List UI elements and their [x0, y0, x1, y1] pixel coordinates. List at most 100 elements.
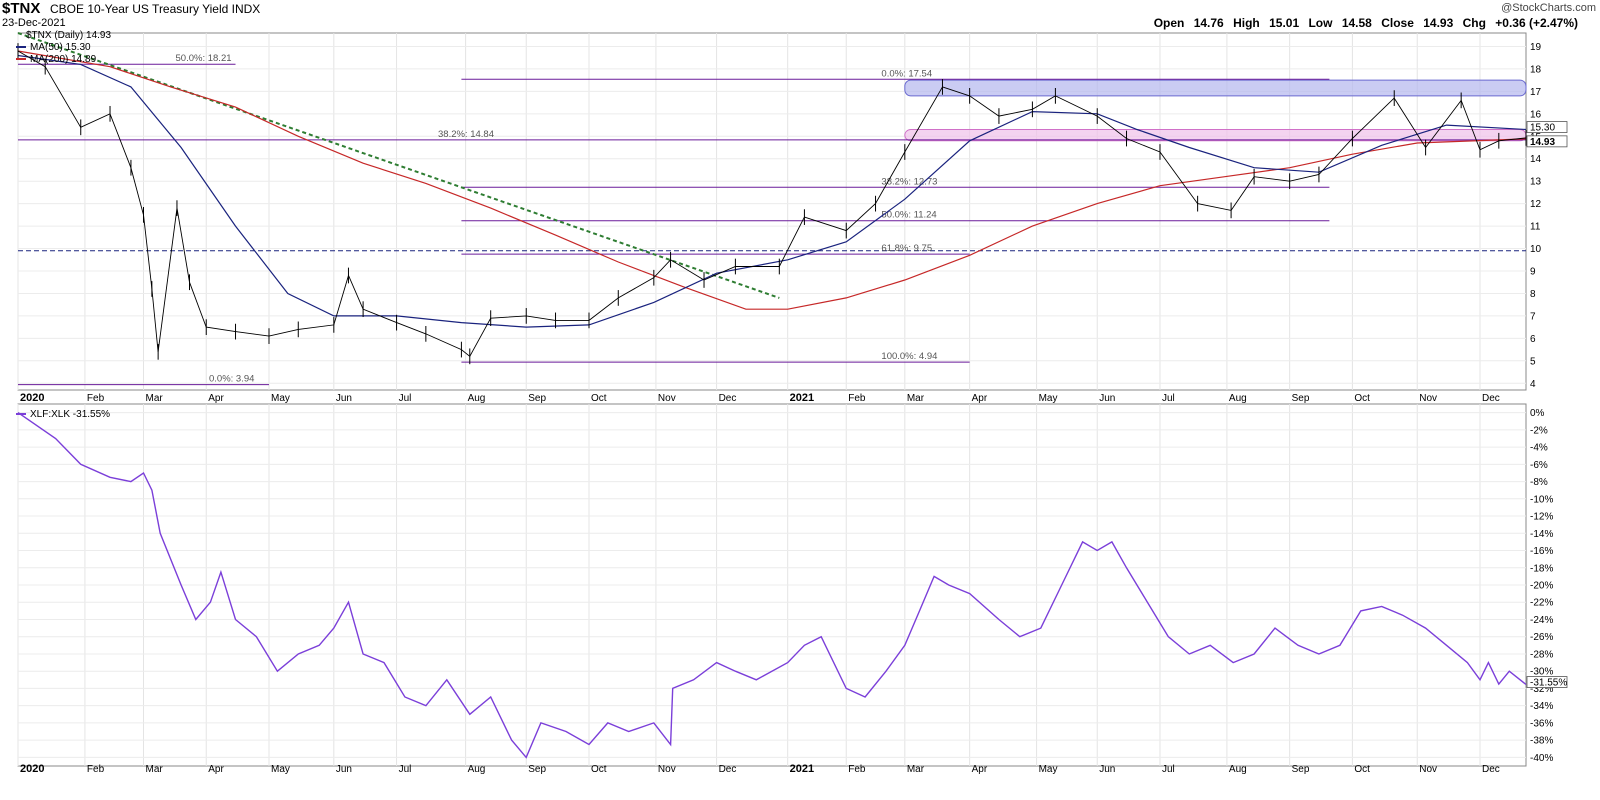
x-tick-label: Nov: [658, 764, 676, 775]
close-label: Close: [1381, 16, 1414, 30]
ma200-line: [17, 50, 1527, 310]
y-tick-label: -8%: [1530, 477, 1548, 488]
resistance-zone-lower: [904, 129, 1527, 142]
security-name: CBOE 10-Year US Treasury Yield INDX: [50, 2, 261, 16]
x-tick-label-top: Mar: [145, 393, 163, 404]
x-tick-label-top: Jul: [1162, 393, 1175, 404]
y-tick-label: 12: [1530, 199, 1542, 210]
x-tick-label: Apr: [972, 764, 988, 775]
x-tick-label: Mar: [907, 764, 925, 775]
legend-ma50: MA(50) 15.30: [30, 42, 91, 53]
fib-level-label: 100.0%: 4.94: [881, 351, 937, 362]
chart-header: $TNX CBOE 10-Year US Treasury Yield INDX…: [0, 0, 1600, 32]
x-tick-label-top: Jun: [336, 393, 352, 404]
x-tick-label-top: Sep: [1292, 393, 1310, 404]
symbol-label: $TNX: [2, 0, 41, 17]
fib-level-label: 0.0%: 3.94: [209, 374, 254, 385]
x-tick-label-top: Apr: [208, 393, 224, 404]
change-label: Chg: [1462, 16, 1486, 30]
low-label: Low: [1308, 16, 1333, 30]
bottom-legend: XLF:XLK -31.55%: [16, 409, 110, 420]
x-tick-label: Oct: [1354, 764, 1370, 775]
x-tick-label-top: Nov: [1419, 393, 1437, 404]
y-tick-label: -22%: [1530, 598, 1553, 609]
x-tick-label: Dec: [719, 764, 737, 775]
legend-ratio: XLF:XLK -31.55%: [30, 409, 110, 420]
downtrend-line: [17, 32, 780, 299]
y-tick-label: -28%: [1530, 649, 1553, 660]
x-tick-label: May: [1039, 764, 1058, 775]
x-tick-label: Feb: [848, 764, 866, 775]
y-tick-label: 19: [1530, 42, 1542, 53]
x-tick-label: Sep: [1292, 764, 1310, 775]
y-tick-label: 9: [1530, 267, 1536, 278]
x-tick-label-top: Aug: [468, 393, 486, 404]
y-tick-label: -32%: [1530, 684, 1553, 695]
x-tick-label: Sep: [528, 764, 546, 775]
price-line: [17, 50, 1527, 357]
fib-level-label: 50.0%: 11.24: [881, 210, 936, 221]
y-tick-label: -6%: [1530, 460, 1548, 471]
y-tick-label: 4: [1530, 379, 1536, 390]
y-tick-label: 18: [1530, 64, 1542, 75]
y-tick-label: -40%: [1530, 753, 1553, 764]
y-tick-label: -30%: [1530, 667, 1553, 678]
legend-ma200: MA(200) 14.89: [30, 54, 97, 65]
fib-level-label: 50.0%: 18.21: [176, 53, 232, 64]
y-tick-label: 5: [1530, 356, 1536, 367]
x-tick-label: May: [271, 764, 290, 775]
brand-label: @StockCharts.com: [1501, 2, 1596, 14]
y-tick-label: -36%: [1530, 718, 1553, 729]
y-tick-label: 7: [1530, 311, 1536, 322]
x-tick-label: Dec: [1482, 764, 1500, 775]
x-tick-label-top: Jul: [399, 393, 412, 404]
open-value: 14.76: [1193, 16, 1224, 30]
ohlc-readout: Open 14.76 High 15.01 Low 14.58 Close 14…: [1148, 16, 1578, 30]
tnx-price-panel: 4567891011121314151617181950.0%: 18.2138…: [17, 32, 1568, 391]
x-tick-label: Oct: [591, 764, 607, 775]
x-tick-label-top: Mar: [907, 393, 925, 404]
resistance-zone-upper: [904, 79, 1527, 97]
x-tick-label: Jun: [1099, 764, 1115, 775]
y-tick-label: -2%: [1530, 425, 1548, 436]
x-tick-label-top: Aug: [1229, 393, 1247, 404]
high-label: High: [1233, 16, 1260, 30]
y-tick-label: 11: [1530, 222, 1541, 233]
x-tick-label-top: Dec: [719, 393, 737, 404]
y-tick-label: 0%: [1530, 408, 1545, 419]
x-tick-label-top: Apr: [972, 393, 988, 404]
legend-main: $TNX (Daily) 14.93: [26, 30, 111, 41]
last-value-box: [1526, 676, 1568, 688]
y-tick-label: -34%: [1530, 701, 1553, 712]
x-tick-label: Jul: [399, 764, 412, 775]
y-tick-label: -10%: [1530, 494, 1553, 505]
x-tick-label: Jul: [1162, 764, 1175, 775]
x-tick-label: Feb: [87, 764, 105, 775]
high-value: 15.01: [1269, 16, 1300, 30]
y-tick-label: -24%: [1530, 615, 1553, 626]
y-tick-label: 17: [1530, 87, 1542, 98]
x-tick-label: Jun: [336, 764, 352, 775]
x-tick-label-top: Jun: [1099, 393, 1115, 404]
y-tick-label: -18%: [1530, 563, 1553, 574]
y-tick-label: 13: [1530, 177, 1542, 188]
x-tick-label-top: Oct: [591, 393, 607, 404]
y-tick-label: -38%: [1530, 736, 1553, 747]
x-tick-label-top: Nov: [658, 393, 676, 404]
fib-level-label: 38.2%: 14.84: [438, 129, 494, 140]
fib-level-label: 61.8%: 9.75: [881, 243, 932, 254]
x-tick-label-top: Oct: [1354, 393, 1370, 404]
x-tick-label-top: 2020: [20, 392, 44, 404]
top-legend: $TNX (Daily) 14.93 MA(50) 15.30 MA(200) …: [16, 30, 111, 65]
y-tick-label: 8: [1530, 289, 1536, 300]
x-tick-label: Aug: [468, 764, 486, 775]
x-tick-label-top: 2021: [790, 392, 814, 404]
close-value: 14.93: [1423, 16, 1454, 30]
last-value-box: [1526, 135, 1568, 148]
x-tick-label: 2021: [790, 763, 814, 775]
x-tick-label-top: Feb: [87, 393, 105, 404]
x-axis: 2020 2020 Feb Feb Mar Mar Apr Apr May May Jun Jun Ju…: [20, 392, 1500, 775]
x-tick-label-top: Feb: [848, 393, 866, 404]
x-tick-label: Aug: [1229, 764, 1247, 775]
